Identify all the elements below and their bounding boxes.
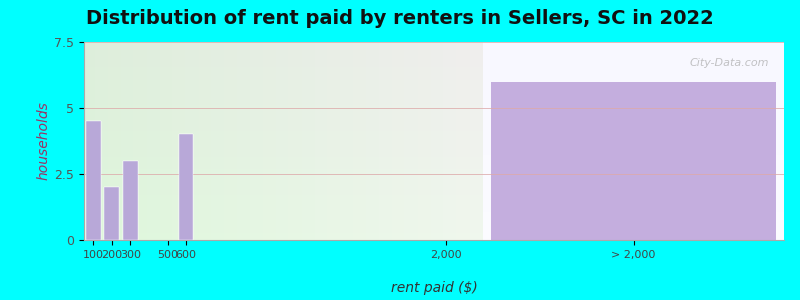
Bar — [123, 161, 138, 240]
Bar — [105, 187, 119, 240]
Bar — [123, 161, 138, 240]
Bar — [86, 121, 101, 240]
Text: City-Data.com: City-Data.com — [690, 58, 769, 68]
Y-axis label: households: households — [36, 102, 50, 180]
Text: Distribution of rent paid by renters in Sellers, SC in 2022: Distribution of rent paid by renters in … — [86, 9, 714, 28]
Bar — [86, 121, 101, 240]
Bar — [178, 134, 194, 240]
Bar — [490, 82, 777, 240]
Bar — [105, 187, 119, 240]
Bar — [178, 134, 194, 240]
Text: rent paid ($): rent paid ($) — [390, 281, 478, 295]
